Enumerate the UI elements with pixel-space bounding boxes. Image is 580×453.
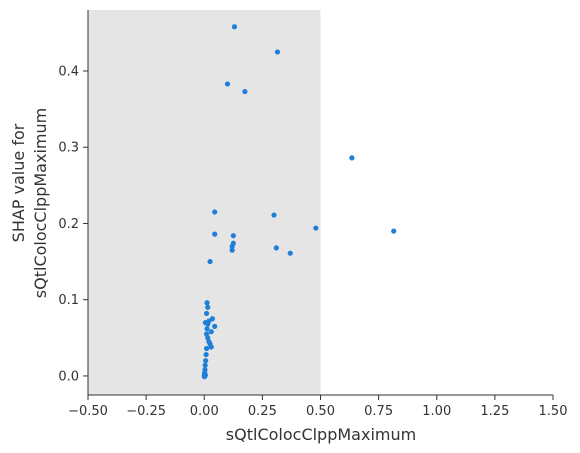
scatter-point: [231, 24, 238, 30]
scatter-point: [287, 250, 293, 256]
x-tick-label: −0.50: [68, 404, 108, 419]
y-tick-label: 0.2: [58, 217, 79, 232]
scatter-point: [271, 212, 277, 218]
x-axis-title: sQtlColocClppMaximum: [226, 425, 416, 444]
x-ticks: −0.50 −0.25 0.00 0.25 0.50 0.75 1.00 1.25 1.50: [68, 395, 567, 419]
scatter-point: [224, 81, 231, 87]
x-tick-label: 0.25: [248, 404, 277, 419]
scatter-point: [313, 225, 319, 231]
y-axis-title-line2: sQtlColocClppMaximum: [31, 108, 50, 298]
scatter-point: [391, 228, 397, 234]
scatter-point: [230, 233, 236, 239]
y-axis-title-line1: SHAP value for: [9, 123, 28, 242]
scatter-point: [273, 245, 279, 251]
y-tick-label: 0.1: [58, 293, 79, 308]
scatter-point: [202, 372, 209, 378]
scatter-point: [204, 326, 210, 332]
x-tick-label: 0.00: [190, 404, 219, 419]
scatter-point: [202, 362, 208, 368]
scatter-point: [204, 300, 210, 306]
scatter-point: [203, 345, 210, 352]
scatter-point: [207, 258, 213, 265]
scatter-point: [212, 323, 218, 329]
scatter-point: [203, 310, 210, 317]
scatter-point: [208, 329, 214, 335]
scatter-point: [349, 155, 355, 161]
x-tick-label: −0.25: [126, 404, 166, 419]
scatter-point: [242, 88, 248, 95]
scatter-point: [229, 243, 235, 249]
shaded-region: [88, 10, 321, 395]
scatter-point: [205, 304, 211, 310]
y-tick-label: 0.3: [58, 141, 79, 156]
y-ticks: 0.0 0.1 0.2 0.3 0.4: [58, 64, 88, 384]
x-tick-label: 1.25: [480, 404, 509, 419]
scatter-point: [203, 358, 209, 364]
scatter-point: [229, 247, 235, 253]
x-tick-label: 1.00: [422, 404, 451, 419]
x-tick-label: 0.75: [364, 404, 393, 419]
scatter-point: [203, 351, 209, 358]
scatter-point: [212, 209, 218, 215]
scatter-point: [208, 344, 214, 350]
y-tick-label: 0.0: [58, 369, 79, 384]
x-tick-label: 0.50: [306, 404, 335, 419]
y-tick-label: 0.4: [58, 64, 79, 79]
points-layer: [201, 24, 397, 380]
scatter-point: [212, 231, 218, 237]
scatter-point: [205, 321, 211, 327]
x-tick-label: 1.50: [539, 404, 568, 419]
scatter-point: [274, 49, 281, 55]
